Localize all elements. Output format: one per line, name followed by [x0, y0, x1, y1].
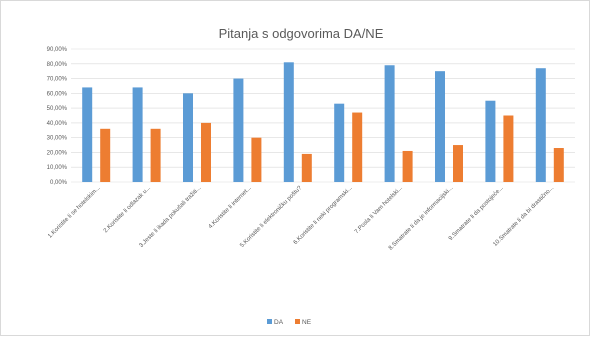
- y-tick-label: 80,00%: [47, 62, 68, 68]
- bar-ne: [251, 137, 262, 182]
- bar-da: [535, 68, 546, 182]
- legend-swatch-ne: [295, 319, 300, 324]
- x-category-label: 6.Koristite li neki programski...: [293, 185, 354, 246]
- bar-ne: [150, 128, 161, 182]
- bar-da: [233, 78, 244, 182]
- bar-ne: [402, 150, 413, 182]
- bar-ne: [201, 122, 211, 182]
- x-category-label: 10.Smatrate li da bi drastično...: [492, 185, 555, 248]
- bar-da: [485, 100, 496, 182]
- x-category-label: 4.Koristite li internet...: [208, 185, 253, 230]
- y-tick-label: 30,00%: [47, 136, 68, 142]
- y-tick-label: 70,00%: [47, 77, 68, 83]
- bar-da: [132, 87, 143, 182]
- y-tick-label: 60,00%: [47, 91, 68, 97]
- x-category-label: 7.Posla li Vam hotelski...: [354, 185, 404, 235]
- bar-ne: [352, 112, 363, 182]
- bar-da: [435, 71, 445, 182]
- bar-da: [283, 62, 294, 182]
- y-tick-label: 0,00%: [50, 180, 68, 186]
- bar-da: [384, 65, 395, 182]
- gridlines: [71, 48, 575, 183]
- y-tick-label: 10,00%: [47, 165, 68, 171]
- legend-swatch-da: [267, 319, 272, 324]
- legend: DA NE: [267, 319, 312, 326]
- y-tick-label: 40,00%: [47, 121, 68, 127]
- bar-da: [82, 87, 93, 182]
- y-axis-ticks: 0,00% 10,00% 20,00% 30,00% 40,00% 50,00% 60,00…: [47, 47, 68, 186]
- bars: [82, 62, 564, 182]
- x-category-label: 3.Jeste li ikada pokušali tražiti...: [139, 185, 203, 249]
- bar-da: [183, 93, 193, 182]
- bar-ne: [553, 148, 564, 182]
- legend-label-ne: NE: [302, 319, 312, 326]
- chart-title: Pitanja s odgovorima DA/NE: [219, 26, 384, 41]
- y-tick-label: 90,00%: [47, 47, 68, 53]
- bar-ne: [301, 153, 312, 182]
- y-tick-label: 20,00%: [47, 150, 68, 156]
- bar-da: [334, 103, 345, 182]
- y-tick-label: 50,00%: [47, 106, 68, 112]
- bar-ne: [453, 145, 463, 182]
- bar-ne: [503, 115, 514, 182]
- legend-label-da: DA: [274, 319, 284, 326]
- x-category-label: 1.Koristite li se hotelskim...: [47, 185, 102, 240]
- x-category-label: 2.Koristite li odlazak u...: [103, 185, 152, 234]
- x-category-label: 9.Smatrate li da postojeće...: [448, 185, 505, 242]
- bar-ne: [100, 128, 111, 182]
- x-axis-categories: 1.Koristite li se hotelskim... 2.Koristit…: [47, 185, 555, 252]
